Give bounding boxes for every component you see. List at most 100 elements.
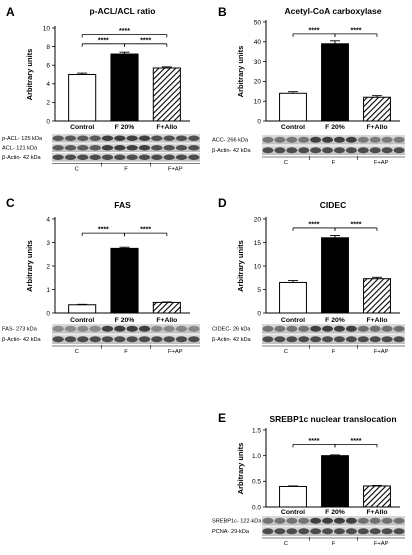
blot-band (274, 147, 286, 154)
blot-row-label: β-Actin- 42 kDa (2, 155, 42, 161)
y-tick-label: 0.5 (252, 479, 261, 486)
blot-band (52, 154, 64, 160)
blot-band (89, 336, 101, 343)
blot-band (163, 145, 175, 151)
blot-band (188, 145, 200, 151)
blot-group-label: F (332, 349, 336, 355)
panel-letter: D (218, 196, 227, 210)
blot-group-label: C (284, 160, 288, 166)
blot-band (89, 145, 101, 151)
blot-band (151, 135, 163, 141)
blot-row-label: ACL- 121 kDa (2, 145, 38, 151)
blot-band (381, 325, 393, 332)
blot-band (298, 136, 310, 143)
blot-band (345, 325, 357, 332)
blot-band (345, 517, 357, 524)
chart-title: FAS (114, 200, 131, 210)
blot-band (322, 136, 334, 143)
y-tick-label: 5 (257, 287, 261, 294)
blot-band (262, 336, 274, 343)
blot-band (274, 336, 286, 343)
blot-band (333, 517, 345, 524)
blot-band (357, 325, 369, 332)
blot-band (322, 147, 334, 154)
blot-band (89, 154, 101, 160)
blot-group-label: C (75, 349, 79, 355)
panel-letter: B (218, 5, 227, 19)
blot-band (175, 145, 188, 151)
y-tick-label: 1.0 (252, 453, 261, 460)
blot-band (369, 517, 381, 524)
significance-label: **** (98, 227, 109, 234)
blot-band (163, 154, 175, 160)
y-tick-label: 15 (254, 240, 262, 247)
blot-band (322, 528, 334, 535)
significance-label: **** (351, 27, 362, 34)
blot-band (163, 336, 175, 343)
x-tick-label: Control (70, 317, 94, 324)
y-tick-label: 1 (46, 287, 50, 294)
blot-row-label: β-Actin- 42 kDa (212, 148, 252, 154)
bar (321, 237, 349, 314)
blot-strip (52, 324, 200, 334)
panel-letter: A (6, 5, 15, 19)
blot-band (188, 325, 200, 332)
blot-band (151, 145, 163, 151)
bar (110, 53, 139, 122)
blot-band (52, 135, 64, 141)
blot-band (357, 336, 369, 343)
blot-group-label: F (124, 349, 128, 355)
blot-band (138, 325, 151, 332)
x-tick-label: F+Allo (156, 317, 177, 324)
blot-band (369, 325, 381, 332)
blot-band (345, 336, 357, 343)
blot-band (126, 154, 138, 160)
blot-group-label: F (124, 167, 128, 173)
blot-band (64, 135, 77, 141)
blot-band (357, 147, 369, 154)
blot-band (286, 336, 298, 343)
blot-band (286, 517, 298, 524)
significance-label: **** (309, 27, 320, 34)
y-tick-label: 50 (254, 19, 262, 26)
blot-band (286, 528, 298, 535)
blot-band (298, 147, 310, 154)
blot-band (138, 145, 151, 151)
y-tick-label: 10 (43, 25, 51, 32)
significance-label: **** (351, 438, 362, 445)
blot-band (175, 336, 188, 343)
blot-band (393, 517, 405, 524)
blot-band (286, 325, 298, 332)
blot-group-label: F (332, 160, 336, 166)
bar (279, 92, 307, 122)
blot-band (381, 336, 393, 343)
y-axis-label: Arbitrary units (25, 240, 34, 292)
blot-band (286, 147, 298, 154)
blot-row-label: β-Actin- 42 kDa (2, 337, 42, 343)
blot-band (333, 336, 345, 343)
blot-band (77, 336, 89, 343)
blot-band (52, 325, 64, 332)
blot-band (333, 325, 345, 332)
blot-band (151, 154, 163, 160)
x-tick-label: F 20% (325, 124, 345, 131)
blot-band (333, 147, 345, 154)
blot-group-label: F+AP (374, 160, 389, 166)
y-tick-label: 40 (254, 39, 262, 46)
blot-band (310, 528, 322, 535)
blot-band (262, 147, 274, 154)
bar (68, 304, 97, 314)
blot-band (188, 135, 200, 141)
blot-band (138, 336, 151, 343)
blot-band (381, 517, 393, 524)
blot-band (77, 145, 89, 151)
blot-strip (262, 135, 405, 145)
blot-row-label: SREBP1c- 122-kDa (212, 519, 262, 525)
x-tick-label: F 20% (115, 124, 135, 131)
blot-strip (262, 526, 405, 536)
blot-band (52, 145, 64, 151)
y-tick-label: 30 (254, 59, 262, 66)
blot-band (175, 325, 188, 332)
blot-group-label: C (284, 541, 288, 547)
